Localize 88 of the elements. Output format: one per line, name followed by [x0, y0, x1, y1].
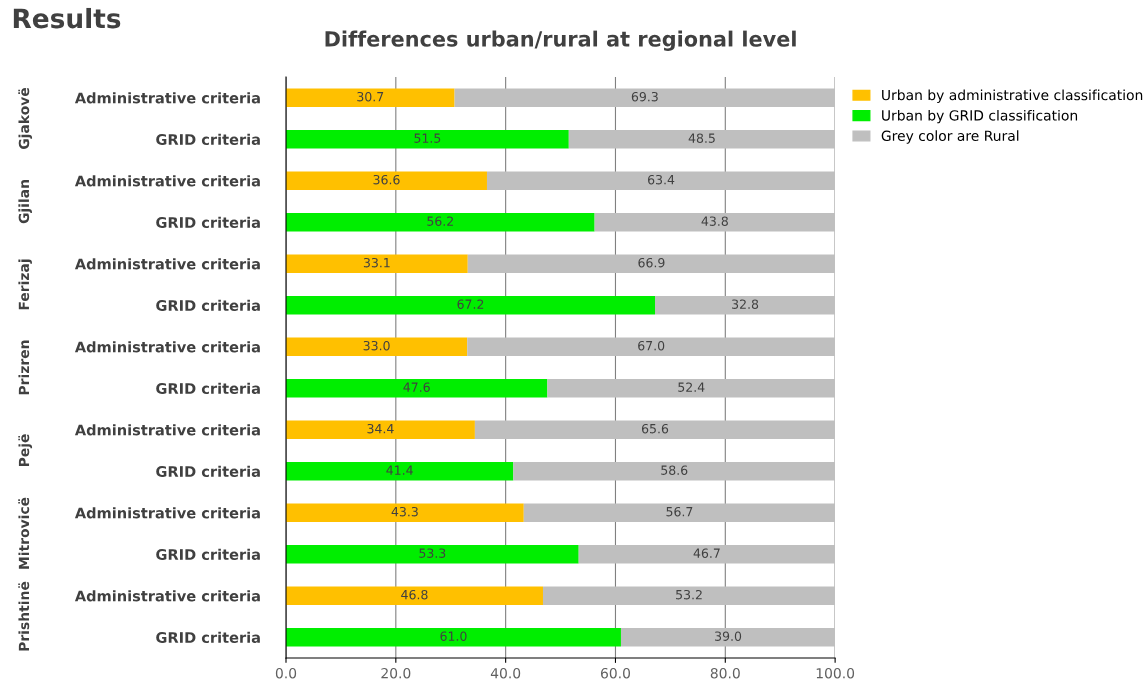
data-label: 67.2 — [457, 299, 484, 309]
text: Ferizaj — [18, 259, 32, 310]
x-tick-label: 100.0 — [816, 667, 855, 679]
text: Mitrovicë — [18, 497, 30, 569]
bar — [286, 129, 569, 149]
data-label: 52.4 — [678, 382, 705, 392]
data-label: 48.5 — [688, 133, 715, 143]
bar — [286, 461, 514, 481]
data-label: 51.5 — [414, 133, 441, 143]
data-label: 41.4 — [386, 465, 413, 475]
bar — [286, 378, 548, 398]
data-label: 63.4 — [648, 174, 675, 185]
bar — [467, 254, 836, 274]
y-tick-label: GRID criteria — [156, 465, 260, 477]
data-label: 53.2 — [676, 589, 702, 600]
bar — [655, 295, 836, 315]
data-label: 34.4 — [367, 423, 394, 434]
y-tick-label: GRID criteria — [156, 133, 260, 145]
bar — [486, 171, 836, 191]
bar — [578, 544, 836, 564]
bar — [454, 88, 836, 108]
y-tick-label: Administrative criteria — [74, 341, 260, 353]
data-label: 36.6 — [373, 174, 400, 185]
data-label: 58.6 — [661, 465, 688, 475]
data-label: 33.0 — [363, 340, 390, 351]
y-tick-label: GRID criteria — [156, 382, 260, 394]
bar — [286, 212, 595, 232]
y-tick-label: Administrative criteria — [74, 92, 260, 104]
bar — [286, 586, 543, 606]
text: Pejë — [18, 434, 33, 467]
bar — [286, 88, 455, 108]
bar — [286, 337, 468, 357]
x-tick-label: 80.0 — [710, 667, 740, 679]
bar — [286, 171, 487, 191]
bar — [542, 586, 836, 606]
y-tick-label: Administrative criteria — [74, 424, 260, 436]
text: Prizren — [18, 340, 30, 395]
bar — [513, 461, 836, 481]
x-tick-label: 0.0 — [275, 667, 297, 679]
data-label: 30.7 — [357, 91, 384, 102]
data-label: 47.6 — [403, 382, 430, 392]
bar — [286, 420, 475, 440]
data-label: 32.8 — [732, 299, 759, 309]
x-tick-label: 60.0 — [600, 667, 631, 679]
y-tick-label: Administrative criteria — [74, 175, 260, 187]
bar — [474, 420, 836, 440]
text: Results — [13, 7, 121, 29]
x-tick-label: 40.0 — [490, 667, 521, 679]
data-label: 33.1 — [363, 257, 390, 268]
bar — [467, 337, 836, 357]
bar — [286, 254, 468, 274]
y-tick-label: Administrative criteria — [74, 590, 260, 602]
data-label: 66.9 — [638, 257, 665, 268]
data-label: 39.0 — [715, 631, 742, 641]
x-tick-label: 20.0 — [381, 667, 411, 679]
data-label: 56.7 — [666, 506, 693, 517]
bar — [568, 129, 836, 149]
data-label: 61.0 — [440, 631, 467, 641]
y-tick-label: GRID criteria — [156, 631, 260, 643]
bar — [286, 627, 621, 647]
data-label: 43.8 — [701, 216, 728, 226]
y-tick-label: GRID criteria — [156, 548, 260, 560]
data-label: 69.3 — [631, 91, 658, 102]
legend-label: Urban by administrative classification — [882, 89, 1143, 103]
data-label: 46.8 — [401, 589, 428, 600]
bar — [547, 378, 836, 398]
bar — [286, 503, 524, 523]
bar — [286, 544, 579, 564]
data-label: 53.3 — [419, 548, 446, 558]
legend-label: Grey color are Rural — [881, 130, 1019, 144]
bar — [523, 503, 836, 523]
text: Prishtinë — [18, 581, 30, 651]
chart-title: Differences urban/rural at regional level — [325, 30, 796, 51]
y-tick-label: Administrative criteria — [74, 507, 260, 519]
text: Gjilan — [18, 180, 32, 224]
bar — [594, 212, 836, 232]
data-label: 67.0 — [638, 340, 665, 351]
data-label: 43.3 — [391, 506, 418, 517]
data-label: 65.6 — [641, 423, 669, 434]
bar — [620, 627, 836, 647]
bar — [286, 295, 656, 315]
text: Gjakovë — [18, 87, 33, 150]
legend-label: Urban by GRID classification — [882, 109, 1078, 124]
data-label: 46.7 — [693, 548, 720, 558]
y-tick-label: GRID criteria — [156, 299, 260, 311]
y-tick-label: Administrative criteria — [74, 258, 260, 270]
data-label: 56.2 — [427, 216, 453, 226]
y-tick-label: GRID criteria — [156, 216, 260, 228]
